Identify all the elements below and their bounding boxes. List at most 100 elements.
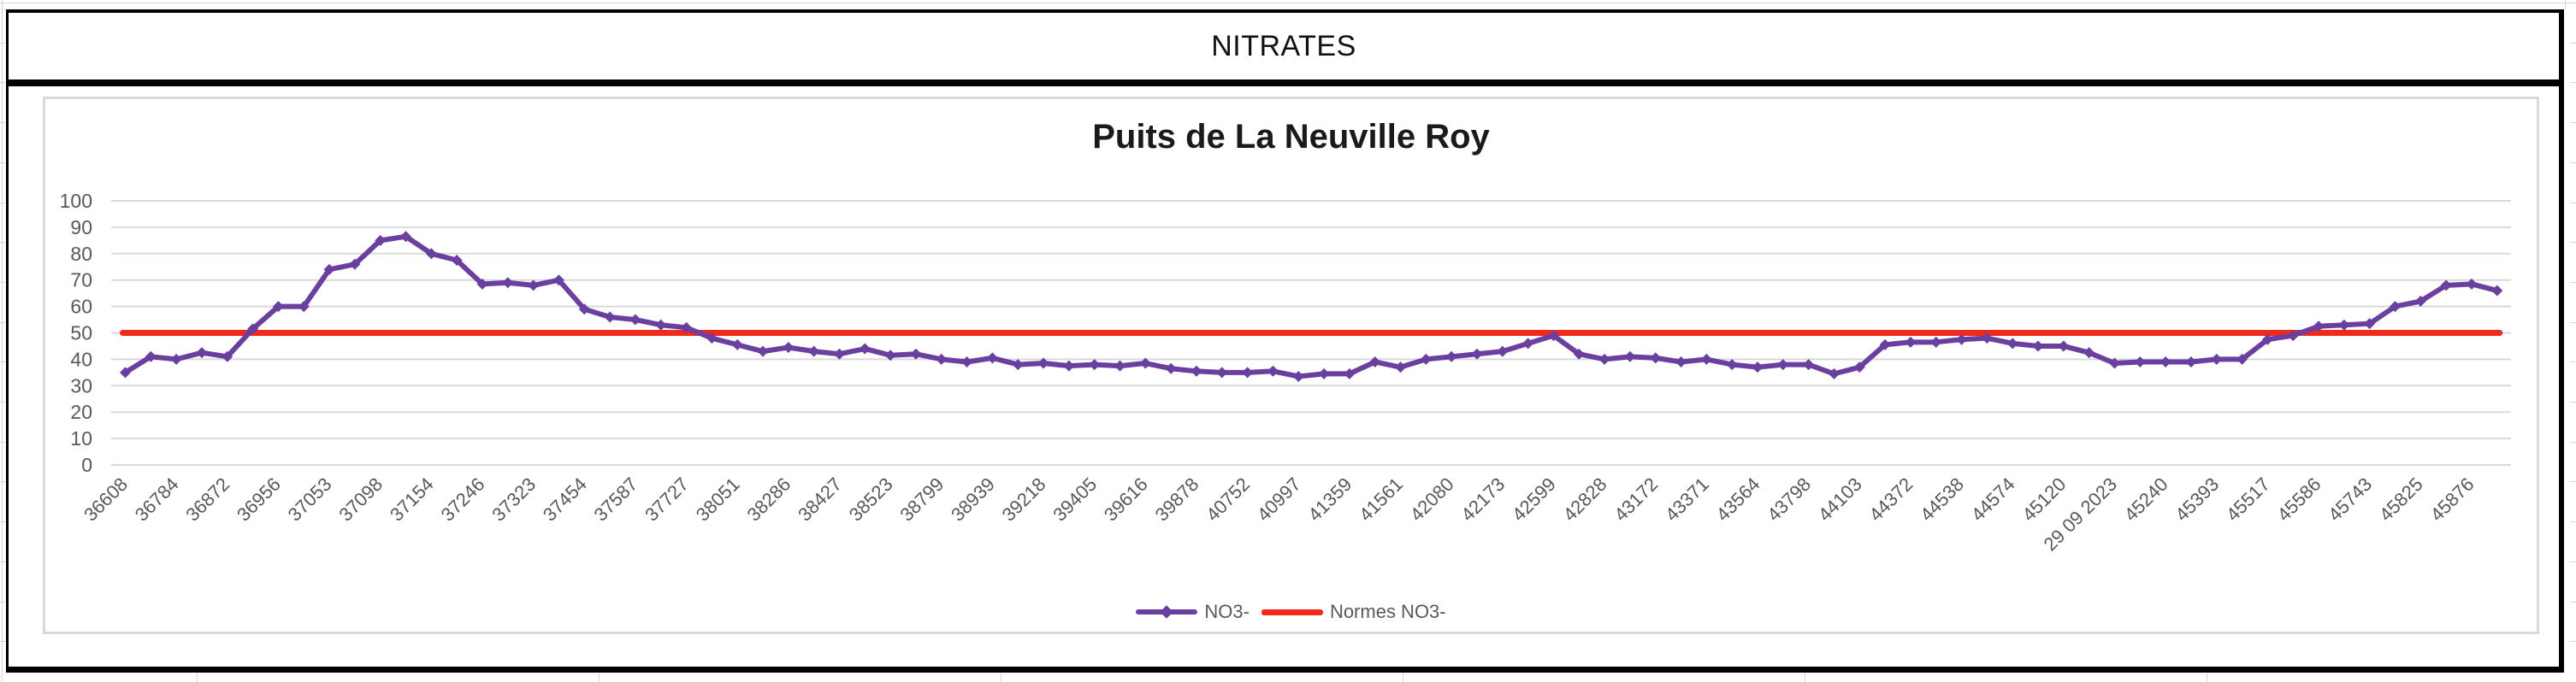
svg-text:40997: 40997 — [1253, 473, 1305, 526]
header-divider — [9, 79, 2559, 86]
svg-text:36608: 36608 — [80, 473, 132, 526]
sheet-cell-line — [0, 162, 6, 163]
no3-line-swatch — [1136, 605, 1198, 619]
svg-text:36956: 36956 — [233, 473, 285, 526]
sheet-cell-line — [599, 673, 600, 682]
sheet-cell-line — [0, 43, 6, 44]
nitrates-header-row: NITRATES — [9, 13, 2559, 79]
sheet-cell-line — [2570, 122, 2576, 123]
svg-text:60: 60 — [70, 296, 92, 318]
svg-text:36784: 36784 — [131, 473, 183, 526]
sheet-cell-line — [2570, 162, 2576, 163]
sheet-cell-line — [0, 122, 6, 123]
svg-text:38286: 38286 — [742, 473, 795, 526]
sheet-cell-line — [2570, 561, 2576, 562]
svg-text:37454: 37454 — [539, 473, 591, 526]
chart-legend[interactable]: NO3- Normes NO3- — [45, 599, 2537, 625]
svg-text:42828: 42828 — [1559, 473, 1611, 526]
legend-item-normes[interactable]: Normes NO3- — [1261, 601, 1446, 623]
sheet-cell-line — [0, 521, 6, 522]
svg-text:37323: 37323 — [487, 473, 540, 526]
sheet-cell-line — [0, 442, 6, 443]
sheet-cell-line — [0, 282, 6, 283]
sheet-cell-line — [0, 561, 6, 562]
svg-text:44574: 44574 — [1967, 473, 2019, 526]
legend-label-normes: Normes NO3- — [1329, 601, 1446, 622]
sheet-cell-line — [2570, 641, 2576, 642]
svg-text:38799: 38799 — [895, 473, 948, 526]
svg-text:42599: 42599 — [1508, 473, 1560, 526]
svg-text:45517: 45517 — [2222, 473, 2274, 526]
svg-text:37154: 37154 — [386, 473, 438, 526]
svg-text:43172: 43172 — [1610, 473, 1662, 526]
svg-text:45586: 45586 — [2273, 473, 2325, 526]
svg-text:36872: 36872 — [181, 473, 233, 526]
sheet-cell-line — [2570, 322, 2576, 323]
svg-text:100: 100 — [60, 190, 92, 212]
sheet-colline-left — [2, 0, 3, 682]
svg-text:90: 90 — [70, 216, 92, 238]
chart-object[interactable]: Puits de La Neuville Roy 0 10 20 30 40 50 60 70… — [43, 97, 2539, 634]
svg-text:39616: 39616 — [1100, 473, 1152, 526]
sheet-cell-line — [0, 402, 6, 403]
svg-text:38523: 38523 — [845, 473, 897, 526]
legend-label-no3: NO3- — [1204, 601, 1250, 622]
sheet-cell-line — [2570, 481, 2576, 482]
sheet-cell-line — [2570, 242, 2576, 243]
svg-text:45876: 45876 — [2426, 473, 2479, 526]
sheet-cell-line — [0, 602, 6, 603]
svg-text:80: 80 — [70, 243, 92, 265]
svg-text:37727: 37727 — [641, 473, 693, 526]
svg-text:43798: 43798 — [1763, 473, 1815, 526]
svg-text:40752: 40752 — [1202, 473, 1254, 526]
chart-plot: 0 10 20 30 40 50 60 70 80 90 100 366083678436872369… — [60, 190, 2511, 555]
svg-text:43564: 43564 — [1712, 473, 1764, 526]
svg-text:30: 30 — [70, 374, 92, 397]
svg-text:45743: 45743 — [2324, 473, 2376, 526]
svg-text:38051: 38051 — [692, 473, 744, 526]
normes-line-swatch — [1261, 609, 1323, 615]
sheet-cell-line — [2570, 82, 2576, 83]
sheet-cell-line — [0, 242, 6, 243]
svg-text:39405: 39405 — [1049, 473, 1101, 526]
no3-diamond-marker-icon — [1160, 605, 1174, 619]
svg-text:70: 70 — [70, 269, 92, 291]
sheet-cell-line — [2570, 602, 2576, 603]
svg-text:42173: 42173 — [1456, 473, 1509, 526]
svg-text:41561: 41561 — [1355, 473, 1407, 526]
sheet-cell-line — [197, 673, 198, 682]
svg-text:38427: 38427 — [794, 473, 846, 526]
svg-text:45393: 45393 — [2171, 473, 2223, 526]
sheet-cell-line — [0, 322, 6, 323]
svg-text:20: 20 — [70, 401, 92, 423]
sheet-cell-line — [2570, 442, 2576, 443]
sheet-cell-line — [0, 82, 6, 83]
svg-text:50: 50 — [70, 322, 92, 344]
svg-text:37246: 37246 — [437, 473, 489, 526]
svg-text:38939: 38939 — [947, 473, 999, 526]
legend-item-no3[interactable]: NO3- — [1136, 601, 1250, 623]
nitrates-title: NITRATES — [1211, 29, 1356, 62]
svg-text:40: 40 — [70, 348, 92, 370]
svg-text:10: 10 — [70, 427, 92, 450]
svg-text:39218: 39218 — [998, 473, 1050, 526]
svg-text:37098: 37098 — [334, 473, 387, 526]
svg-text:43371: 43371 — [1661, 473, 1713, 526]
sheet-colline-right — [2565, 0, 2566, 9]
svg-text:41359: 41359 — [1303, 473, 1356, 526]
svg-text:45240: 45240 — [2120, 473, 2172, 526]
sheet-cell-line — [2570, 402, 2576, 403]
sheet-cell-line — [0, 641, 6, 642]
svg-text:37587: 37587 — [590, 473, 642, 526]
chart-title: Puits de La Neuville Roy — [1092, 118, 1490, 156]
sheet-cell-line — [2570, 282, 2576, 283]
sheet-cell-line — [0, 481, 6, 482]
svg-text:44372: 44372 — [1865, 473, 1917, 526]
svg-text:44538: 44538 — [1916, 473, 1968, 526]
svg-text:44103: 44103 — [1814, 473, 1866, 526]
sheet-cell-line — [2570, 43, 2576, 44]
svg-text:0: 0 — [81, 454, 92, 476]
svg-text:39878: 39878 — [1151, 473, 1203, 526]
svg-text:37053: 37053 — [284, 473, 336, 526]
svg-text:42080: 42080 — [1406, 473, 1458, 526]
